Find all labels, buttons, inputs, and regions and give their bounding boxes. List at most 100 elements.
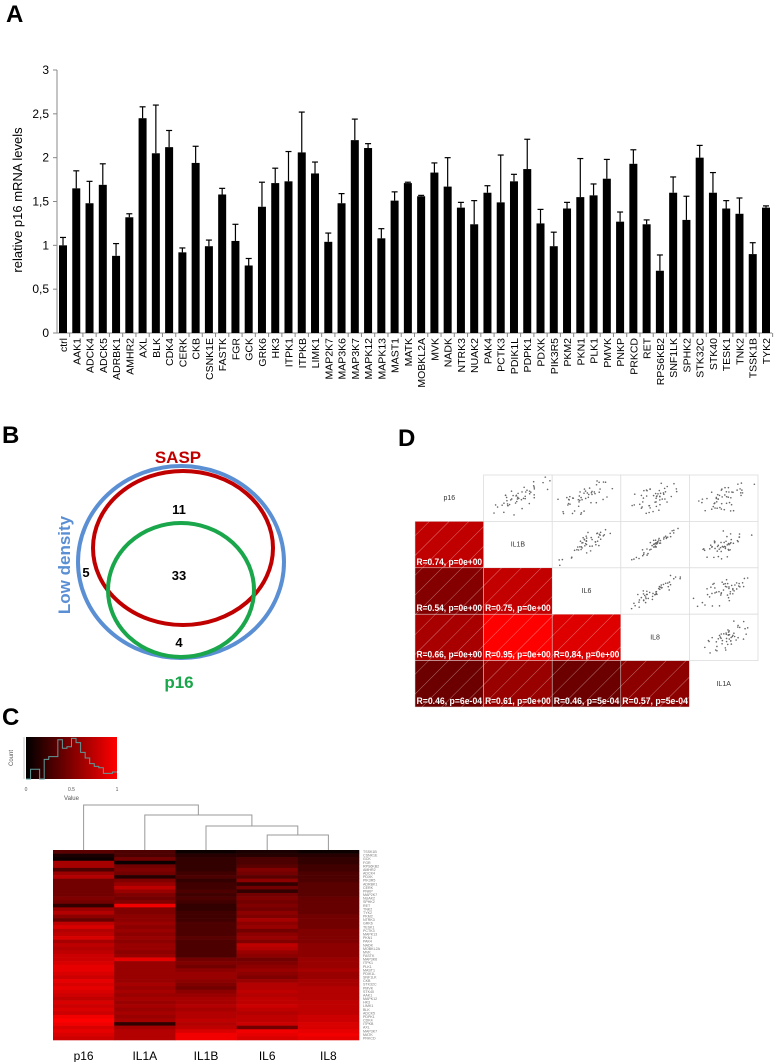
heatmap-cell [53,964,115,969]
x-tick-label: MATK [403,338,415,366]
scatter-point [714,547,716,550]
correlation-label: R=0.46, p=5e-04 [554,696,620,706]
column-dendrogram [83,804,329,850]
scatter-point [666,582,669,584]
scatter-point [722,530,725,532]
scatter-point [668,581,671,583]
scatter-point [544,476,547,478]
heatmap-cell [175,878,237,883]
scatter-point [596,540,599,542]
heatmap-cell [175,885,237,890]
heatmap-cell [236,860,299,865]
scatter-point [711,546,713,548]
venn-set-p16 [106,521,256,659]
correlation-hatch [415,614,484,661]
scatter-point [633,493,636,495]
heatmap-row-label: RPS6KB2 [363,864,379,868]
heatmap-cell [175,1007,237,1012]
bar [762,207,770,333]
y-tick-label: 1,5 [32,195,49,209]
scatter-point [579,546,581,548]
dendrogram-branch [83,804,199,850]
bar [456,207,465,333]
scatter-point [714,649,717,651]
scatter-point [585,552,588,554]
heatmap-cell [53,946,115,951]
heatmap-cell [297,903,360,908]
scatter-point [729,590,732,593]
x-tick-label: TNK2 [734,338,746,365]
x-tick-label: PIK3R5 [549,338,561,374]
bar [602,178,611,333]
heatmap-cell [114,1011,176,1016]
heatmap-row-label: ITPKB [363,1022,374,1026]
scatter-point [666,536,669,538]
heatmap-cell [297,850,360,854]
bar [244,265,253,333]
scatter-point [604,481,607,484]
scatter-point [734,584,736,586]
heatmap-cell [114,921,176,926]
heatmap-cell [114,889,176,894]
scatter-point [598,533,601,536]
heatmap-cell [297,889,360,894]
scatter-point [708,548,711,550]
heatmap-cell [53,878,115,883]
correlation-hatch [620,660,690,707]
heatmap-row-label: TESK1 [363,925,374,929]
x-tick-label: GRK6 [257,338,269,367]
scatter-point [718,548,721,550]
heatmap-cell [236,921,299,926]
scatter-point [718,494,721,497]
heatmap-cell [53,903,115,908]
scatter-point [675,488,678,490]
heatmap-cell [114,971,176,976]
scatter-point [722,633,725,635]
heatmap-cell [236,982,299,987]
scatter-point [506,504,509,507]
heatmap-cell [297,946,360,951]
heatmap-row-label: AAK1 [363,993,372,997]
bar [470,224,479,333]
correlation-label: R=0.84, p=0e+00 [554,650,620,660]
heatmap-cell [53,860,115,865]
heatmap-cell [297,1036,360,1041]
scatter-point [566,496,568,499]
heatmap-cell [53,1004,115,1009]
bar [350,140,359,333]
scatter-point [718,590,720,593]
heatmap-row-label: PDPK1 [363,1015,375,1019]
scatter-point [654,545,657,547]
scatter-point [709,544,712,547]
scatter-point [573,510,576,512]
bar [708,192,717,333]
heatmap-cell [175,914,237,919]
scatter-point [740,482,743,484]
scatter-point [720,550,723,553]
scatter-point [712,583,714,586]
bar [125,217,134,333]
heatmap-cell [236,885,299,890]
bar [722,208,731,333]
bar [735,213,744,333]
correlation-label: R=0.74, p=0e+00 [417,557,483,567]
heatmap-cell [175,864,237,869]
panel-label-c: C [2,704,19,731]
bar [112,255,121,333]
scatter-point [521,507,523,510]
bar [509,181,518,333]
heatmap-cell [53,936,115,940]
scatter-point [696,605,699,608]
panel-label-b: B [2,422,19,449]
bar [536,223,545,333]
scatter-point [724,547,727,550]
venn-count-33: 33 [172,568,186,583]
heatmap-cell [114,986,176,991]
x-tick-label: TSSK1B [748,338,760,378]
heatmap-row-label: NADK [363,943,374,947]
heatmap-cell [53,914,115,919]
heatmap-cell [114,1004,176,1009]
scatter-cell [689,567,759,615]
heatmap-row-label: MAP2K7 [363,893,377,897]
